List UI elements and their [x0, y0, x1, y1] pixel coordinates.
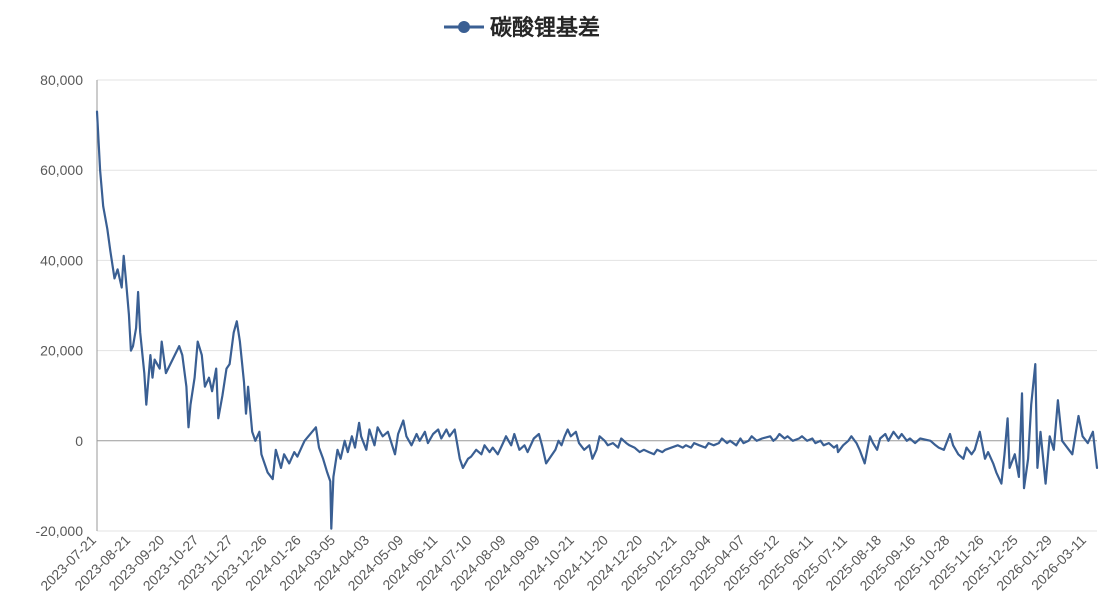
legend: 碳酸锂基差 [444, 15, 600, 41]
x-axis: 2023-07-212023-08-212023-09-202023-10-27… [37, 440, 1097, 594]
series-layer [95, 110, 1099, 530]
y-tick-label: 40,000 [40, 252, 83, 268]
chart-title: 碳酸锂基差 [490, 15, 600, 41]
y-tick-label: 80,000 [40, 72, 83, 88]
y-tick-label: 60,000 [40, 162, 83, 178]
series-line-0 [95, 110, 1099, 530]
y-axis: 80,000 60,000 40,000 20,000 0 -20,000 [36, 72, 98, 539]
legend-marker-dot [458, 21, 470, 33]
y-tick-label: -20,000 [36, 523, 84, 539]
y-tick-label: 20,000 [40, 343, 83, 359]
y-tick-label: 0 [75, 433, 83, 449]
grid [97, 79, 1097, 532]
